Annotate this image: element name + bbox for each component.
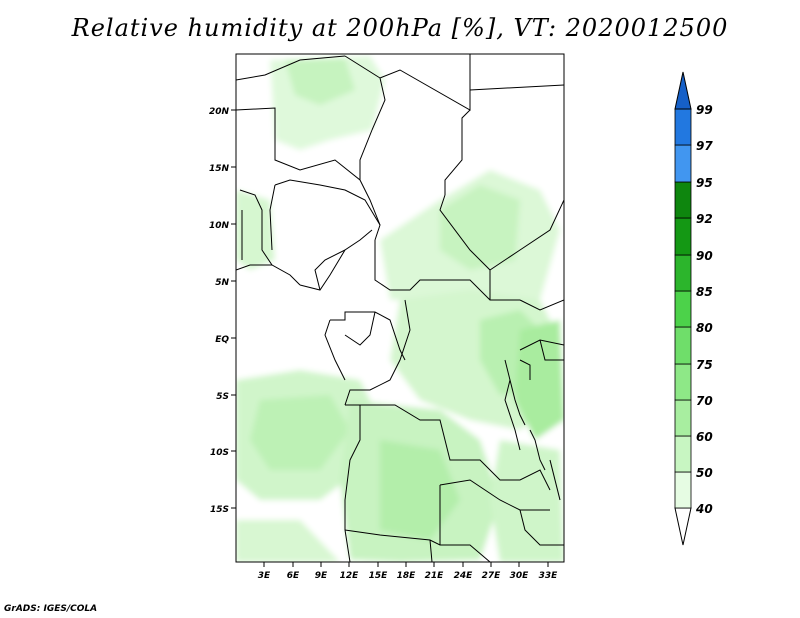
colorbar-label: 60 [696, 430, 713, 444]
colorbar-segment [674, 181, 692, 219]
lon-tick-label: 24E [454, 571, 474, 581]
lat-tick-label: 5N [215, 278, 229, 288]
colorbar-label: 85 [696, 285, 713, 299]
lat-tick-label: 20N [209, 107, 230, 117]
colorbar-segment [674, 290, 692, 328]
lat-tick-label: 15N [209, 164, 230, 174]
colorbar-segment [674, 363, 692, 401]
lon-tick-labels: 3E 6E 9E 12E 15E 18E 21E 24E 27E 30E 33E [258, 571, 558, 581]
lon-tick-label: 6E [287, 571, 300, 581]
lat-tick-label: 10N [209, 221, 230, 231]
colorbar-label: 92 [696, 212, 713, 226]
colorbar-under-triangle [674, 507, 692, 546]
colorbar-label: 75 [696, 358, 713, 372]
colorbar-segment [674, 326, 692, 365]
colorbar-label: 50 [696, 466, 713, 480]
colorbar-label: 40 [695, 502, 713, 516]
lon-tick-label: 9E [315, 571, 328, 581]
lon-tick-label: 30E [510, 571, 530, 581]
lon-tick-label: 27E [482, 571, 502, 581]
colorbar-label: 80 [696, 321, 713, 335]
lat-tick-label: 5S [216, 392, 229, 402]
lon-tick-label: 15E [369, 571, 389, 581]
colorbar-label: 97 [696, 139, 713, 153]
colorbar-segment [674, 108, 692, 146]
colorbar-segment [674, 144, 692, 183]
colorbar-segment [674, 217, 692, 256]
colorbar-segment [674, 435, 692, 473]
grads-credit: GrADS: IGES/COLA [4, 604, 98, 614]
colorbar-segment [674, 254, 692, 292]
colorbar-label: 70 [696, 394, 713, 408]
colorbar-over-triangle [674, 71, 692, 110]
lon-tick-label: 12E [340, 571, 360, 581]
humidity-field [236, 54, 564, 562]
axis-ticks [231, 109, 549, 567]
lon-tick-label: 21E [425, 571, 445, 581]
colorbar [674, 71, 692, 546]
lon-tick-label: 3E [258, 571, 271, 581]
lon-tick-label: 33E [539, 571, 559, 581]
lat-tick-label: EQ [215, 335, 229, 345]
lat-tick-label: 15S [210, 505, 229, 515]
map-frame [235, 53, 565, 563]
lat-tick-label: 10S [210, 448, 229, 458]
country-borders [236, 54, 564, 562]
lon-tick-label: 18E [397, 571, 417, 581]
colorbar-labels: 40 50 60 70 75 80 85 90 92 95 97 99 [695, 103, 713, 516]
lat-tick-labels: 20N 15N 10N 5N EQ 5S 10S 15S [209, 107, 230, 515]
colorbar-segment [674, 471, 692, 509]
colorbar-label: 90 [696, 249, 713, 263]
colorbar-label: 99 [696, 103, 713, 117]
colorbar-label: 95 [696, 176, 713, 190]
map-title: Relative humidity at 200hPa [%], VT: 202… [71, 14, 729, 42]
colorbar-segment [674, 399, 692, 437]
